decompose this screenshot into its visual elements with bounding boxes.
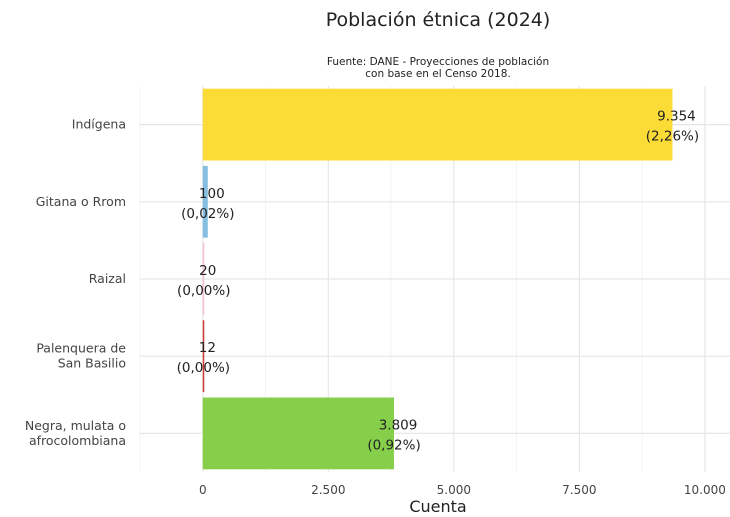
percent-label: (0,02%)	[181, 206, 234, 222]
x-tick-label: 7.500	[562, 483, 596, 497]
bar	[202, 397, 395, 470]
value-label: 9.354	[657, 109, 696, 125]
value-label: 3.809	[379, 417, 418, 433]
x-tick-labels: 0 2.500 5.000 7.500 10.000	[199, 483, 726, 497]
value-label: 12	[199, 340, 216, 356]
category-label: Gitana o Rrom	[36, 194, 126, 209]
chart-title: Población étnica (2024)	[326, 9, 551, 31]
value-label: 100	[199, 186, 225, 202]
bars	[202, 88, 673, 470]
percent-label: (0,00%)	[177, 360, 230, 376]
bar	[202, 320, 205, 393]
chart-subtitle-line-2: con base en el Censo 2018.	[365, 68, 510, 80]
bar	[202, 243, 205, 315]
x-axis-title: Cuenta	[409, 497, 466, 516]
x-tick-label: 10.000	[684, 483, 726, 497]
x-tick-label: 0	[199, 483, 207, 497]
x-tick-label: 2.500	[311, 483, 345, 497]
percent-label: (0,00%)	[177, 283, 230, 299]
bar	[202, 165, 208, 238]
percent-label: (2,26%)	[646, 129, 699, 145]
category-label: Negra, mulata o	[25, 418, 126, 433]
percent-label: (0,92%)	[367, 437, 420, 453]
category-label: afrocolombiana	[29, 433, 126, 448]
value-label: 20	[199, 263, 216, 279]
category-labels: Indígena Gitana o Rrom Raizal Palenquera de…	[25, 117, 126, 448]
category-label: Raizal	[89, 271, 126, 286]
chart-subtitle-line-1: Fuente: DANE - Proyecciones de población	[327, 56, 549, 68]
x-tick-label: 5.000	[437, 483, 471, 497]
category-label: San Basilio	[58, 356, 126, 371]
category-label: Indígena	[72, 117, 126, 132]
bar	[202, 88, 673, 161]
category-label: Palenquera de	[36, 341, 126, 356]
data-labels: 9.354 (2,26%) 100 (0,02%) 20 (0,00%) 12 (0,00%)…	[177, 109, 700, 454]
